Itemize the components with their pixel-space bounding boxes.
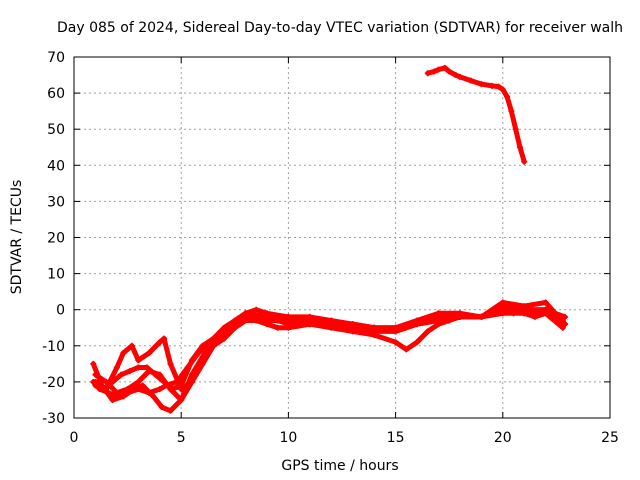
x-tick-label: 10 [279, 430, 297, 446]
data-trace-segment [243, 310, 270, 320]
data-trace-segment [221, 325, 238, 342]
data-trace-segment [178, 372, 195, 403]
x-tick-label: 25 [601, 430, 619, 446]
chart-title: Day 085 of 2024, Sidereal Day-to-day VTE… [57, 20, 623, 36]
data-points [90, 64, 568, 414]
data-trace-segment [178, 357, 195, 389]
y-tick-label: 20 [47, 231, 65, 247]
data-trace-segment [393, 321, 420, 334]
data-trace-segment [189, 354, 206, 378]
data-trace-segment [435, 314, 463, 324]
data-trace-segment [99, 383, 116, 403]
data-trace-segment [167, 397, 184, 414]
y-tick-label: 50 [47, 122, 65, 138]
data-trace-segment [307, 314, 334, 324]
data-trace-segment [478, 307, 506, 320]
data-trace-segment [457, 310, 484, 320]
y-tick-label: -10 [42, 339, 65, 355]
data-point [521, 158, 528, 165]
data-trace-segment [129, 343, 141, 363]
data-trace-segment [200, 336, 216, 360]
data-trace-segment [543, 299, 568, 327]
y-tick-label: 60 [47, 86, 65, 102]
x-tick-label: 20 [494, 430, 512, 446]
data-trace-segment [371, 332, 399, 345]
data-trace-segment [157, 372, 173, 392]
series-track-6 [424, 64, 528, 165]
data-trace-segment [521, 299, 549, 309]
data-trace-segment [508, 108, 519, 132]
data-trace-segment [500, 299, 527, 309]
y-tick-label: 10 [47, 267, 65, 283]
axis-ticks: 0 5 10 15 20 25 -30 -20 -10 0 10 20 30 40 50 60 70 [42, 50, 619, 446]
data-trace-segment [161, 336, 173, 367]
y-axis-label: SDTVAR / TECUs [9, 180, 25, 295]
data-trace-segment [200, 343, 216, 367]
data-trace-segment [543, 310, 566, 331]
data-trace-segment [328, 318, 356, 327]
data-trace-segment [167, 361, 184, 392]
series-track-5 [90, 306, 566, 414]
y-tick-label: 30 [47, 194, 65, 210]
data-trace-segment [414, 310, 441, 324]
data-trace-segment [328, 321, 356, 331]
y-tick-label: 70 [47, 50, 65, 66]
data-trace-segment [350, 328, 377, 338]
data-trace-segment [328, 325, 356, 334]
y-tick-label: 0 [56, 303, 65, 319]
data-trace-segment [393, 318, 420, 331]
data-trace-segment [500, 307, 527, 316]
series-track-4 [92, 299, 568, 393]
data-trace-segment [210, 325, 227, 342]
data-trace-segment [140, 383, 156, 399]
data-trace-segment [135, 368, 152, 385]
y-tick-label: 40 [47, 158, 65, 174]
data-trace-segment [307, 318, 334, 327]
data-point [559, 324, 566, 331]
data-trace-segment [414, 318, 441, 327]
data-trace-segment [414, 328, 431, 345]
data-trace-segment [221, 321, 238, 338]
y-tick-label: -20 [42, 375, 65, 391]
data-trace-segment [90, 361, 105, 389]
x-tick-label: 0 [70, 430, 79, 446]
data-point [561, 321, 568, 328]
x-axis-label: GPS time / hours [281, 458, 398, 474]
data-trace-segment [350, 321, 377, 331]
y-tick-label: -30 [42, 411, 65, 427]
x-tick-label: 15 [387, 430, 405, 446]
data-trace-segment [114, 350, 126, 370]
data-point [561, 313, 568, 320]
data-trace-segment [146, 339, 163, 356]
data-trace-segment [513, 126, 523, 150]
data-trace-segment [285, 321, 313, 331]
data-trace-segment [189, 343, 206, 363]
data-trace-segment [189, 361, 206, 385]
data-trace-segment [103, 364, 120, 392]
x-tick-label: 5 [177, 430, 186, 446]
